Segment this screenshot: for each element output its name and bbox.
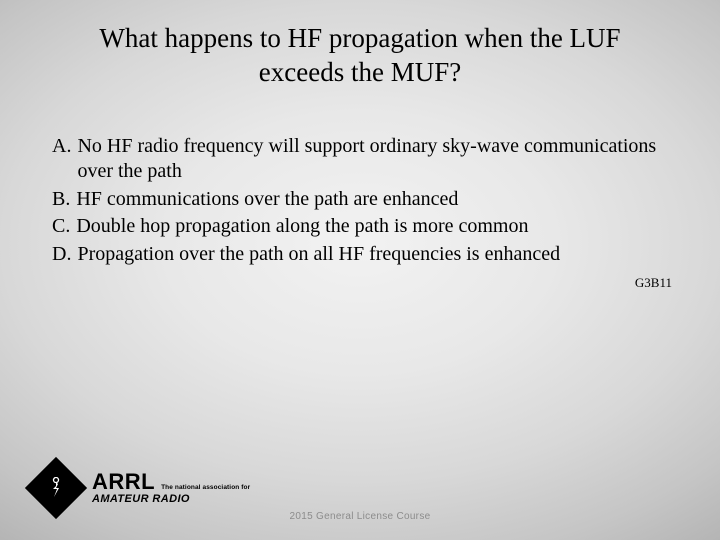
slide: What happens to HF propagation when the … [0, 0, 720, 540]
logo-subbrand: AMATEUR RADIO [92, 494, 250, 506]
answer-text: HF communications over the path are enha… [70, 187, 458, 213]
answer-letter: A. [52, 134, 71, 185]
lightning-icon [48, 477, 64, 499]
logo-diamond-inner [44, 476, 68, 500]
logo-tagline: The national association for [161, 485, 250, 492]
logo-main-row: ARRL The national association for [92, 470, 250, 493]
answer-letter: C. [52, 214, 70, 240]
answer-a: A. No HF radio frequency will support or… [52, 134, 676, 185]
logo-diamond-icon [25, 457, 87, 519]
answer-letter: B. [52, 187, 70, 213]
answer-text: Propagation over the path on all HF freq… [71, 242, 560, 268]
answer-list: A. No HF radio frequency will support or… [44, 134, 676, 268]
answer-d: D. Propagation over the path on all HF f… [52, 242, 676, 268]
logo-text: ARRL The national association for AMATEU… [88, 470, 250, 506]
question-title: What happens to HF propagation when the … [44, 22, 676, 90]
answer-text: No HF radio frequency will support ordin… [71, 134, 676, 185]
answer-c: C. Double hop propagation along the path… [52, 214, 676, 240]
footer-text: 2015 General License Course [0, 511, 720, 522]
logo-brand: ARRL [92, 470, 155, 493]
answer-letter: D. [52, 242, 71, 268]
answer-b: B. HF communications over the path are e… [52, 187, 676, 213]
question-id: G3B11 [44, 275, 676, 291]
arrl-logo: ARRL The national association for AMATEU… [34, 466, 250, 510]
answer-text: Double hop propagation along the path is… [70, 214, 528, 240]
